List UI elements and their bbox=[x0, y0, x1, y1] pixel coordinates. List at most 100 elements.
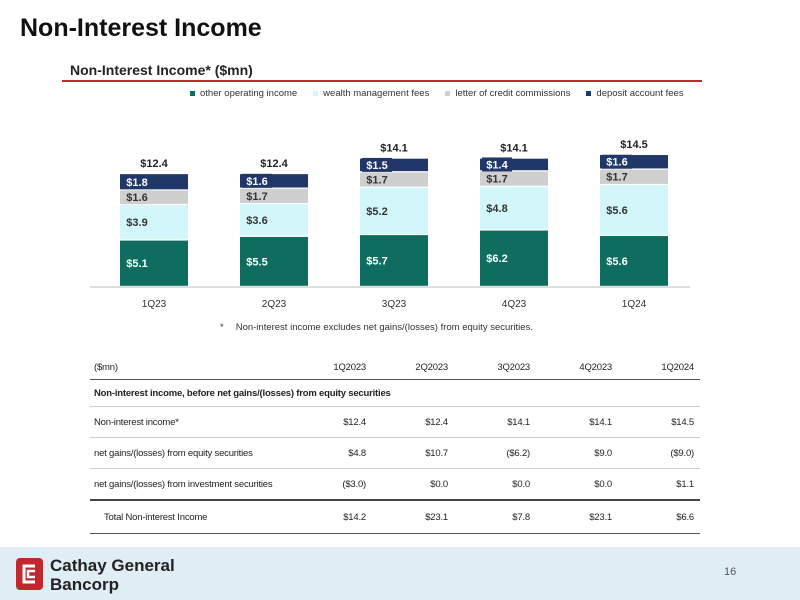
table-total-label: Total Non-interest Income bbox=[90, 500, 290, 534]
page-number: 16 bbox=[724, 566, 737, 578]
data-label-background bbox=[122, 174, 152, 189]
table-row-label: Non-interest income* bbox=[90, 406, 290, 438]
data-label-background bbox=[602, 253, 632, 268]
total-label: $12.4 bbox=[140, 158, 168, 170]
table-header-col: 4Q2023 bbox=[536, 355, 618, 380]
logo-text-line1: Cathay General bbox=[50, 556, 175, 575]
data-label-background bbox=[242, 173, 272, 188]
legend-label: letter of credit commissions bbox=[455, 87, 571, 99]
footnote: * Non-interest income excludes net gains/… bbox=[220, 322, 533, 333]
data-label-background bbox=[602, 202, 632, 217]
legend-item: other operating income bbox=[190, 86, 297, 100]
cathay-logo-icon bbox=[16, 558, 43, 590]
table-header-col: 3Q2023 bbox=[454, 355, 536, 380]
table-cell: $14.1 bbox=[536, 406, 618, 438]
data-label-background bbox=[242, 254, 272, 269]
legend-item: letter of credit commissions bbox=[445, 86, 570, 100]
data-label: $1.7 bbox=[366, 174, 387, 186]
footnote-text: Non-interest income excludes net gains/(… bbox=[235, 322, 533, 333]
table-cell: ($3.0) bbox=[290, 468, 372, 501]
data-label: $1.8 bbox=[126, 177, 147, 189]
stacked-bar-chart: $5.1 $3.9 $1.6 $1.8 $12.4 1Q23 $5.5 $3.6 $1.7 $1.… bbox=[90, 139, 690, 310]
chart-legend: other operating income wealth management … bbox=[190, 86, 710, 100]
table-header-row: ($mn) 1Q2023 2Q2023 3Q2023 4Q2023 1Q2024 bbox=[90, 355, 700, 380]
legend-swatch bbox=[313, 90, 319, 96]
data-label: $1.5 bbox=[366, 160, 387, 172]
total-label: $12.4 bbox=[260, 158, 288, 170]
data-label: $6.2 bbox=[486, 253, 507, 265]
total-label: $14.1 bbox=[500, 143, 528, 155]
data-label-background bbox=[482, 157, 512, 172]
data-label: $5.1 bbox=[126, 258, 147, 270]
data-label: $1.7 bbox=[606, 172, 627, 184]
table-header-col: 1Q2023 bbox=[290, 355, 372, 380]
total-label: $14.5 bbox=[620, 139, 648, 151]
data-label: $1.6 bbox=[246, 176, 267, 188]
non-interest-income-table: ($mn) 1Q2023 2Q2023 3Q2023 4Q2023 1Q2024… bbox=[90, 355, 700, 534]
table-cell: $12.4 bbox=[372, 406, 454, 438]
table-cell: $23.1 bbox=[536, 500, 618, 534]
title-rule bbox=[62, 80, 702, 82]
table-cell: $4.8 bbox=[290, 437, 372, 469]
legend-item: deposit account fees bbox=[586, 86, 684, 100]
data-label-background bbox=[122, 256, 152, 271]
data-label-background bbox=[362, 253, 392, 268]
data-label-background bbox=[242, 188, 272, 203]
legend-swatch bbox=[586, 90, 592, 96]
data-label: $3.9 bbox=[126, 217, 147, 229]
data-label-background bbox=[362, 172, 392, 187]
data-label: $1.6 bbox=[606, 157, 627, 169]
x-tick-label: 3Q23 bbox=[382, 299, 407, 310]
footer-band bbox=[0, 547, 800, 600]
data-label-background bbox=[122, 190, 152, 205]
data-label: $5.5 bbox=[246, 256, 267, 268]
table-cell: $9.0 bbox=[536, 437, 618, 469]
table-cell: $0.0 bbox=[372, 468, 454, 501]
x-tick-label: 2Q23 bbox=[262, 299, 287, 310]
legend-item: wealth management fees bbox=[313, 86, 429, 100]
table-cell: $12.4 bbox=[290, 406, 372, 438]
table-section-title: Non-interest income, before net gains/(l… bbox=[90, 379, 700, 407]
legend-label: other operating income bbox=[200, 87, 298, 99]
table-cell: $7.8 bbox=[454, 500, 536, 534]
table-cell: $23.1 bbox=[372, 500, 454, 534]
table-cell: $14.1 bbox=[454, 406, 536, 438]
logo-text-line2: Bancorp bbox=[50, 575, 119, 594]
legend-swatch bbox=[190, 90, 195, 96]
data-label: $1.6 bbox=[126, 192, 147, 204]
legend-label: deposit account fees bbox=[596, 87, 684, 99]
table-cell: $6.6 bbox=[618, 500, 700, 534]
table-cell: $0.0 bbox=[536, 468, 618, 501]
data-label-background bbox=[482, 251, 512, 266]
data-label-background bbox=[602, 169, 632, 184]
data-label: $4.8 bbox=[486, 203, 507, 215]
table-row: Non-interest income* $12.4 $12.4 $14.1 $… bbox=[90, 406, 700, 438]
table-row: net gains/(losses) from investment secur… bbox=[90, 468, 700, 501]
data-label: $5.7 bbox=[366, 255, 387, 267]
data-label-background bbox=[362, 157, 392, 172]
legend-label: wealth management fees bbox=[323, 87, 430, 99]
data-label: $1.7 bbox=[486, 174, 507, 186]
table-total-row: Total Non-interest Income $14.2 $23.1 $7… bbox=[90, 500, 700, 534]
data-label-background bbox=[122, 215, 152, 230]
table-header-col: 1Q2024 bbox=[618, 355, 700, 380]
total-label: $14.1 bbox=[380, 143, 408, 155]
table-cell: $10.7 bbox=[372, 437, 454, 469]
table-cell: $1.1 bbox=[618, 468, 700, 501]
table-cell: $0.0 bbox=[454, 468, 536, 501]
table-row-label: net gains/(losses) from investment secur… bbox=[90, 468, 290, 501]
table-row-label: net gains/(losses) from equity securitie… bbox=[90, 437, 290, 469]
x-tick-label: 4Q23 bbox=[502, 299, 527, 310]
x-tick-label: 1Q24 bbox=[622, 299, 647, 310]
data-label: $5.6 bbox=[606, 205, 627, 217]
footnote-marker: * bbox=[220, 322, 224, 333]
x-tick-label: 1Q23 bbox=[142, 299, 167, 310]
data-label-background bbox=[602, 154, 632, 169]
data-label-background bbox=[362, 203, 392, 218]
table-header-units: ($mn) bbox=[90, 355, 290, 380]
data-label-background bbox=[482, 201, 512, 216]
page-title: Non-Interest Income bbox=[20, 14, 262, 42]
data-label: $3.6 bbox=[246, 215, 267, 227]
chart-title: Non-Interest Income* ($mn) bbox=[70, 62, 253, 78]
bar-segment bbox=[480, 158, 548, 171]
